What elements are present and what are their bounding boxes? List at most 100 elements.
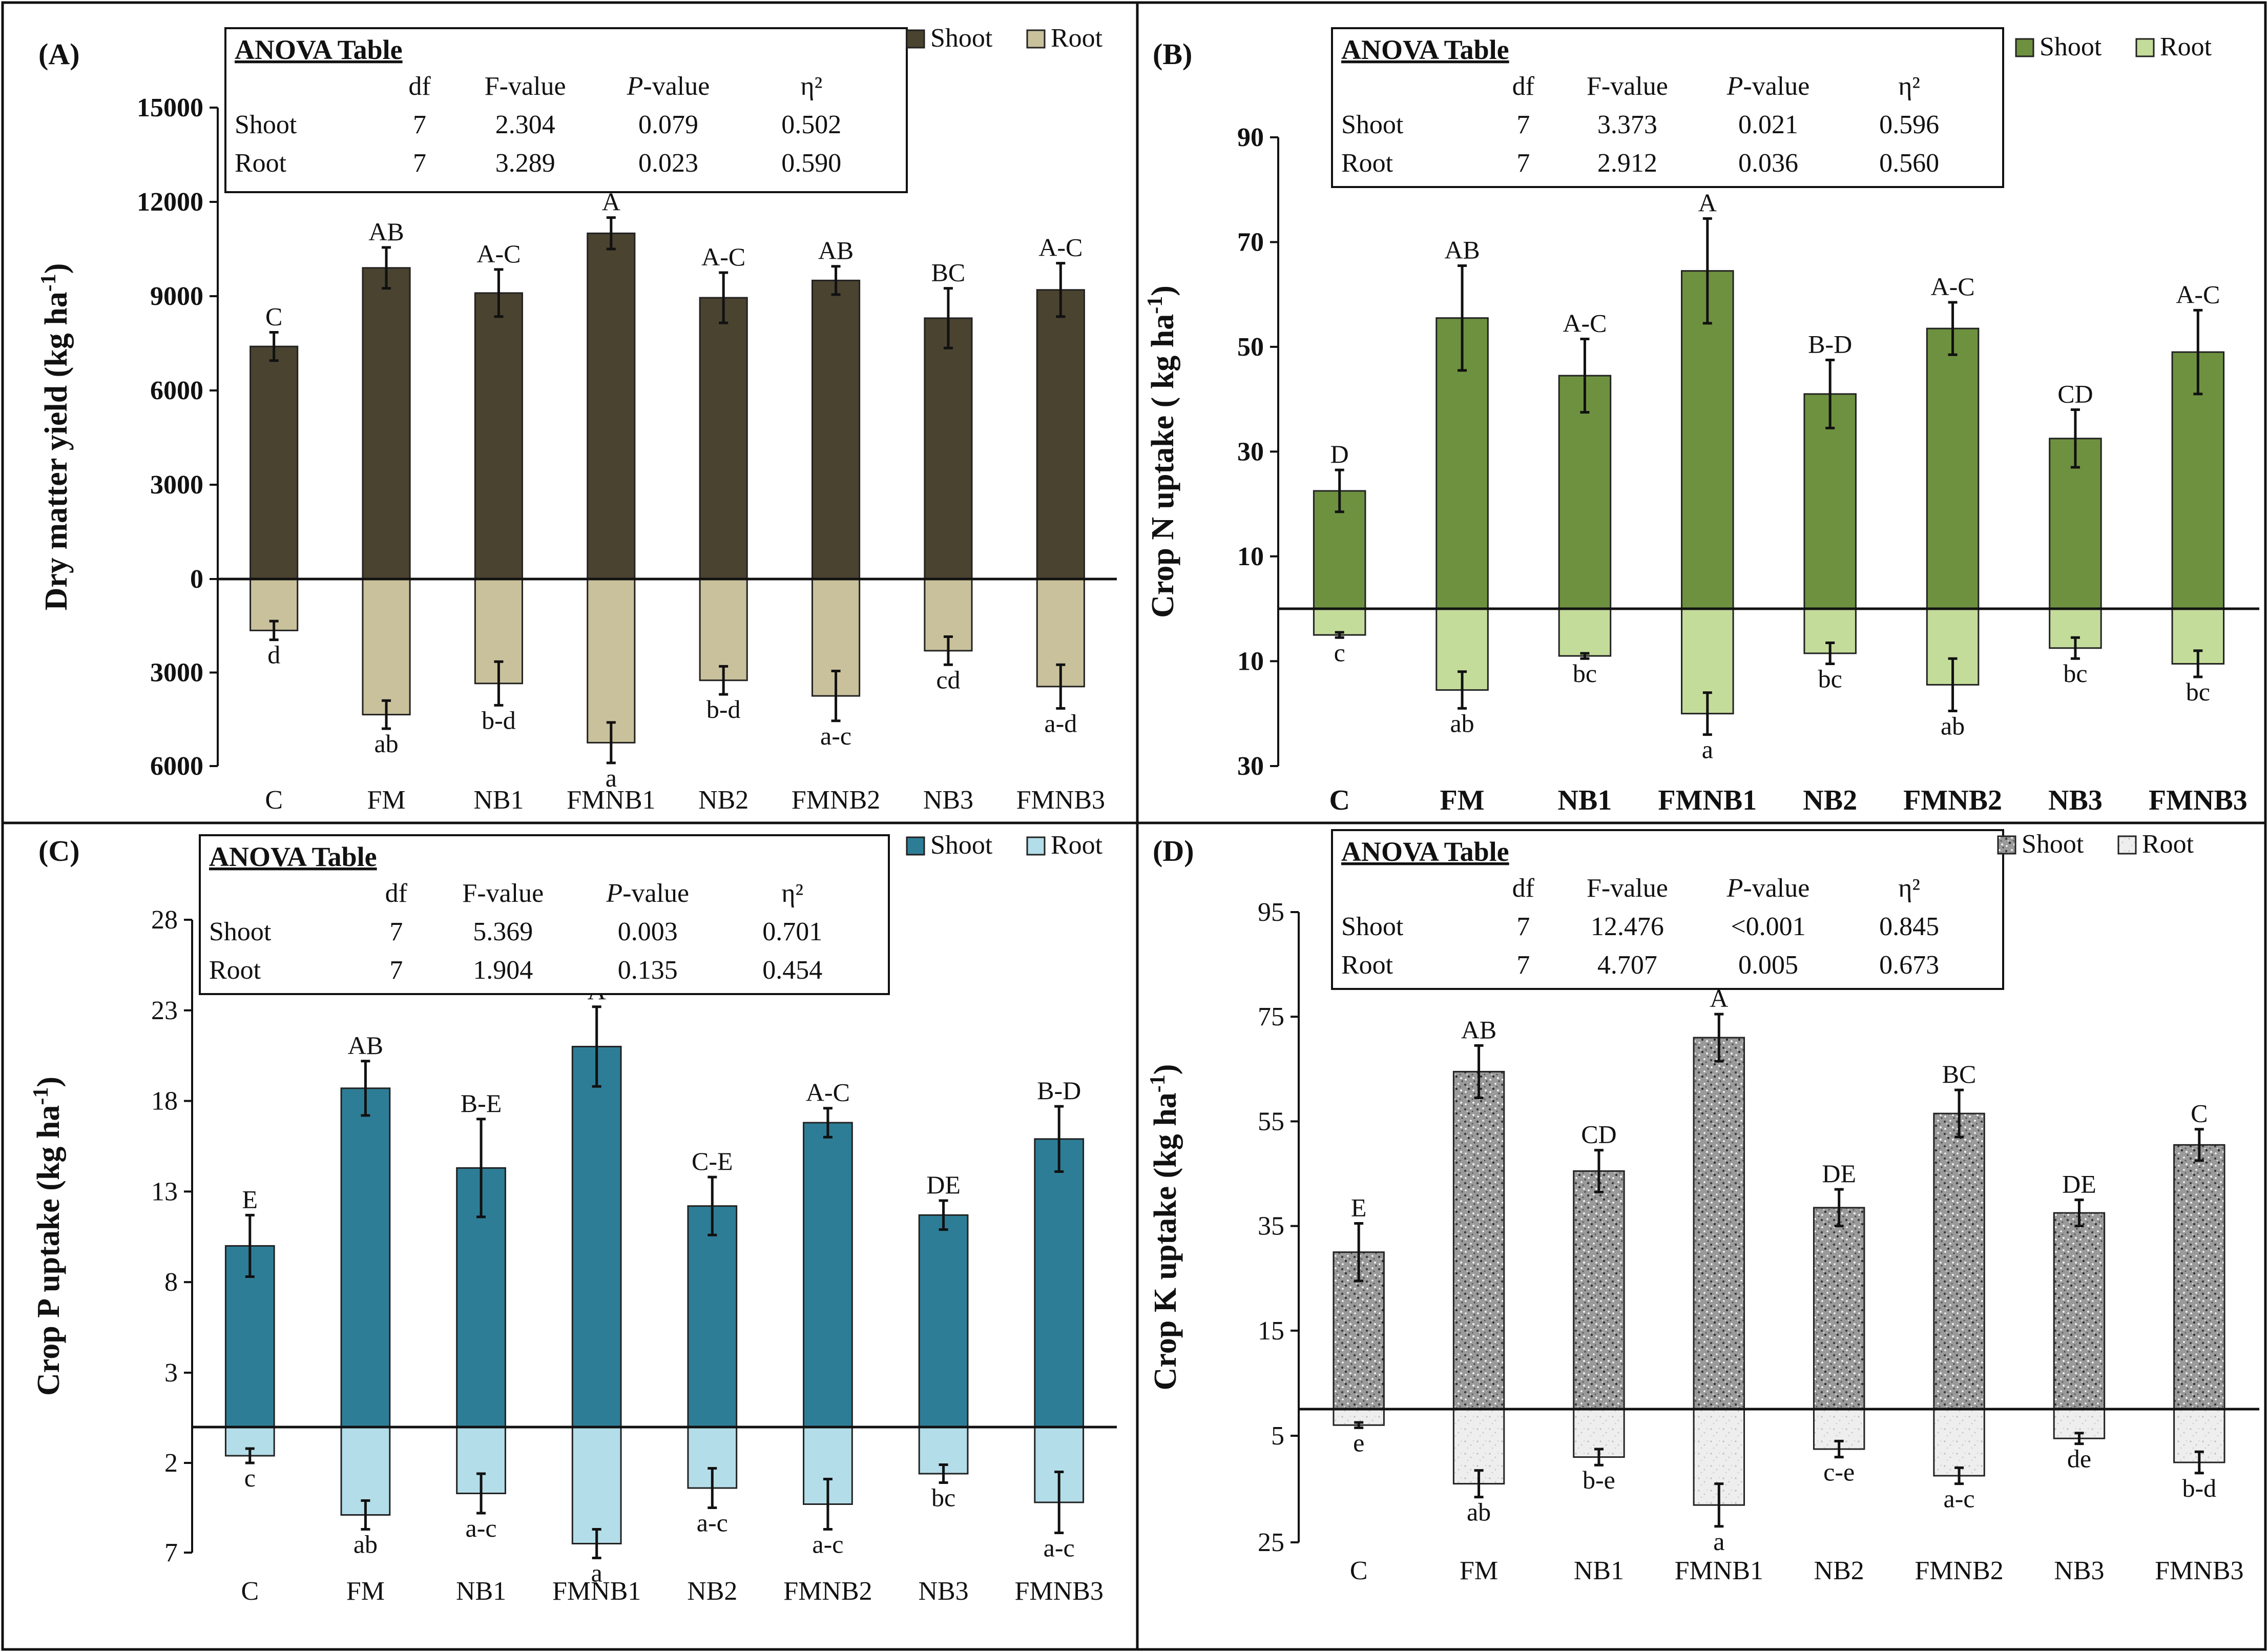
x-category-label: FM xyxy=(367,786,405,815)
anova-header: df xyxy=(408,72,431,101)
root-significance-letter: b-d xyxy=(706,695,741,724)
y-tick-label: 9000 xyxy=(150,282,203,311)
y-tick-label: 10 xyxy=(1237,647,1264,676)
shoot-significance-letter: B-D xyxy=(1808,329,1852,358)
shoot-bar xyxy=(340,1087,391,1428)
x-category-label: NB3 xyxy=(918,1577,968,1606)
root-significance-letter: bc xyxy=(1573,659,1597,688)
anova-p-value: 0.003 xyxy=(618,917,678,946)
x-category-label: NB1 xyxy=(473,786,524,815)
legend-swatch-root xyxy=(1026,29,1046,49)
anova-row-label: Root xyxy=(209,956,261,985)
shoot-significance-letter: C-E xyxy=(692,1147,733,1175)
anova-f-value: 3.289 xyxy=(495,149,555,178)
legend-swatch-root xyxy=(2117,835,2137,855)
root-bar xyxy=(699,578,748,682)
anova-title: ANOVA Table xyxy=(209,841,377,872)
root-significance-letter: a xyxy=(606,763,617,792)
x-category-label: NB1 xyxy=(1574,1556,1624,1585)
legend-label-shoot: Shoot xyxy=(930,24,993,53)
panel-d-plot: (D) Crop K uptake (kg ha-1) 95 75 55 35 15 5 25 E… xyxy=(1146,829,2259,1585)
x-category-label: FMNB1 xyxy=(552,1577,641,1606)
x-category-label: FMNB2 xyxy=(1903,784,2002,816)
root-significance-letter: ab xyxy=(374,729,398,758)
panel-tag: (B) xyxy=(1153,37,1192,71)
x-category-label: FMNB3 xyxy=(1014,1577,1103,1606)
anova-p-value: 0.021 xyxy=(1738,110,1798,139)
anova-header: F-value xyxy=(1587,874,1668,903)
y-tick-label: 3000 xyxy=(150,470,203,500)
shoot-bar xyxy=(1693,1037,1745,1410)
x-category-label: FM xyxy=(1440,784,1485,816)
root-significance-letter: d xyxy=(267,641,280,669)
shoot-significance-letter: BC xyxy=(1942,1060,1976,1088)
legend-label-shoot: Shoot xyxy=(930,831,993,860)
shoot-significance-letter: CD xyxy=(1581,1120,1616,1149)
panel-a-plot: (A) Dry matter yield (kg ha-1) 15000 12000 9… xyxy=(37,24,1117,815)
panel-c-plot: (C) Crop P uptake (kg ha-1) 28 23 18 13 8 3 2 7 Ec… xyxy=(29,831,1117,1606)
anova-eta: 0.701 xyxy=(762,917,822,946)
legend-swatch-root xyxy=(1026,836,1046,856)
anova-eta: 0.673 xyxy=(1879,951,1939,980)
anova-p-value: <0.001 xyxy=(1731,912,1805,941)
root-significance-letter: a-c xyxy=(1044,1534,1075,1562)
anova-df: 7 xyxy=(1516,912,1530,941)
anova-header: F-value xyxy=(1587,72,1668,101)
anova-df: 7 xyxy=(1516,951,1530,980)
anova-f-value: 1.904 xyxy=(473,956,533,985)
anova-row-label: Shoot xyxy=(209,917,272,946)
anova-p-value: 0.005 xyxy=(1738,951,1798,980)
shoot-significance-letter: A-C xyxy=(1563,309,1607,338)
y-tick-label: 35 xyxy=(1258,1212,1284,1241)
anova-row-label: Root xyxy=(235,149,287,178)
root-significance-letter: e xyxy=(1353,1428,1364,1457)
shoot-significance-letter: DE xyxy=(926,1170,961,1199)
y-tick-label: 3 xyxy=(164,1358,178,1388)
x-category-label: NB3 xyxy=(2048,784,2103,816)
y-tick-label: 12000 xyxy=(137,188,203,217)
anova-header: η² xyxy=(1898,72,1920,101)
shoot-bar xyxy=(1813,1207,1865,1410)
shoot-significance-letter: E xyxy=(242,1185,258,1213)
root-significance-letter: a-c xyxy=(697,1509,728,1537)
root-bar xyxy=(1933,1408,1985,1477)
anova-eta: 0.596 xyxy=(1879,110,1939,139)
shoot-significance-letter: DE xyxy=(1822,1159,1856,1188)
shoot-significance-letter: B-D xyxy=(1037,1076,1081,1105)
y-axis-label: Crop N uptake ( kg ha-1) xyxy=(1143,285,1180,618)
x-category-label: NB3 xyxy=(923,786,973,815)
x-category-label: FMNB1 xyxy=(1658,784,1757,816)
root-significance-letter: ab xyxy=(1467,1498,1491,1526)
root-significance-letter: b-d xyxy=(482,706,516,734)
x-category-label: C xyxy=(1350,1556,1368,1585)
shoot-bar xyxy=(699,297,748,580)
x-category-label: FMNB2 xyxy=(1915,1556,2003,1585)
anova-p-value: 0.079 xyxy=(638,110,698,139)
shoot-bar xyxy=(571,1046,622,1428)
shoot-bar xyxy=(803,1122,853,1428)
shoot-bar xyxy=(924,317,973,580)
y-tick-label: 10 xyxy=(1237,542,1264,571)
y-tick-label: 15 xyxy=(1258,1316,1284,1346)
panel-a: (A) Dry matter yield (kg ha-1) 15000 12000 9… xyxy=(1,1,1139,824)
x-category-label: FM xyxy=(1460,1556,1498,1585)
root-significance-letter: ab xyxy=(353,1530,378,1559)
panel-d: (D) Crop K uptake (kg ha-1) 95 75 55 35 15 5 25 E… xyxy=(1136,821,2267,1651)
anova-header: df xyxy=(1512,72,1535,101)
y-tick-label: 5 xyxy=(1271,1421,1284,1451)
legend: Shoot Root xyxy=(2015,32,2212,61)
anova-df: 7 xyxy=(1516,149,1530,178)
y-tick-label: 55 xyxy=(1258,1107,1284,1136)
anova-header: η² xyxy=(800,72,822,101)
y-tick-label: 3000 xyxy=(150,658,203,688)
anova-header: η² xyxy=(781,879,803,908)
anova-box xyxy=(1331,829,2004,990)
root-significance-letter: b-d xyxy=(2182,1474,2216,1502)
shoot-bar xyxy=(1681,270,1734,610)
x-category-label: NB2 xyxy=(1803,784,1857,816)
x-category-label: FMNB2 xyxy=(783,1577,872,1606)
y-axis-label: Crop K uptake (kg ha-1) xyxy=(1146,1064,1183,1391)
shoot-significance-letter: A-C xyxy=(2176,280,2220,308)
shoot-bar xyxy=(474,292,524,580)
